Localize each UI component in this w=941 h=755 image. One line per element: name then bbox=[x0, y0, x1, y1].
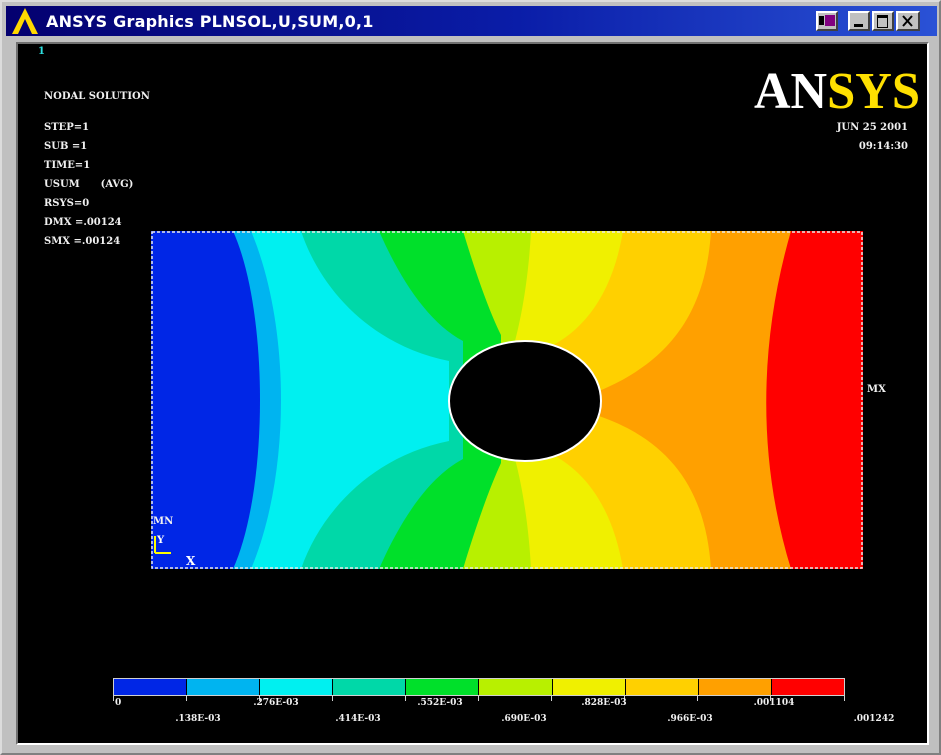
minimize-button[interactable] bbox=[848, 11, 870, 31]
legend-label-0138: .138E-03 bbox=[175, 714, 221, 724]
options-icon bbox=[819, 16, 824, 25]
legend-tick bbox=[259, 696, 260, 701]
window-number: 1 bbox=[38, 46, 45, 57]
legend-tick bbox=[186, 696, 187, 701]
min-marker-label: MN bbox=[153, 516, 174, 527]
legend-label-0828: .828E-03 bbox=[581, 698, 627, 708]
legend-tick bbox=[113, 696, 114, 701]
legend-label-0414: .414E-03 bbox=[335, 714, 381, 724]
plot-time: 09:14:30 bbox=[858, 141, 908, 152]
item-label: USUM (AVG) bbox=[44, 179, 134, 190]
maximize-button[interactable] bbox=[872, 11, 894, 31]
rsys-label: RSYS=0 bbox=[44, 198, 90, 209]
logo-part-an: AN bbox=[754, 63, 827, 114]
ansys-logo-icon bbox=[12, 8, 38, 34]
circular-hole bbox=[448, 340, 602, 462]
smx-label: SMX =.00124 bbox=[44, 236, 121, 247]
maximize-icon bbox=[877, 15, 888, 28]
legend-label-0552: .552E-03 bbox=[417, 698, 463, 708]
legend-tick bbox=[478, 696, 479, 701]
legend-color-10 bbox=[771, 679, 844, 695]
legend-label-0690: .690E-03 bbox=[501, 714, 547, 724]
plate-outline bbox=[151, 231, 863, 569]
legend-tick bbox=[405, 696, 406, 701]
max-marker-label: MX bbox=[867, 384, 886, 395]
dmx-label: DMX =.00124 bbox=[44, 217, 122, 228]
axis-y-label: Y bbox=[156, 535, 165, 546]
legend-tick bbox=[697, 696, 698, 701]
contour-legend-bar bbox=[113, 678, 845, 696]
legend-color-3 bbox=[260, 679, 334, 695]
legend-tick bbox=[624, 696, 625, 701]
minimize-icon bbox=[854, 24, 863, 27]
legend-tick bbox=[551, 696, 552, 701]
step-label: STEP=1 bbox=[44, 122, 90, 133]
legend-color-5 bbox=[406, 679, 480, 695]
legend-label-0276: .276E-03 bbox=[253, 698, 299, 708]
title-bar[interactable]: ANSYS Graphics PLNSOL,U,SUM,0,1 bbox=[6, 6, 937, 36]
time-label: TIME=1 bbox=[44, 160, 91, 171]
solution-type-label: NODAL SOLUTION bbox=[44, 91, 150, 102]
legend-label-0966: .966E-03 bbox=[667, 714, 713, 724]
legend-color-2 bbox=[187, 679, 261, 695]
legend-color-6 bbox=[479, 679, 553, 695]
legend-tick bbox=[844, 696, 845, 701]
legend-tick bbox=[770, 696, 771, 701]
logo-part-sys: SYS bbox=[827, 63, 920, 114]
legend-label-1104: .001104 bbox=[753, 698, 795, 708]
legend-label-1242: .001242 bbox=[853, 714, 895, 724]
window-options-button[interactable] bbox=[816, 11, 838, 31]
legend-label-0: 0 bbox=[115, 698, 122, 708]
window-title: ANSYS Graphics PLNSOL,U,SUM,0,1 bbox=[46, 12, 374, 31]
legend-color-8 bbox=[625, 679, 699, 695]
legend-color-9 bbox=[698, 679, 772, 695]
legend-color-1 bbox=[114, 679, 188, 695]
legend-tick bbox=[332, 696, 333, 701]
legend-color-4 bbox=[333, 679, 407, 695]
close-button[interactable] bbox=[896, 11, 920, 31]
contour-plot: Y bbox=[151, 231, 863, 569]
contour-band-1 bbox=[151, 231, 260, 569]
ansys-brand-logo: ANSYS bbox=[754, 63, 920, 114]
graphics-area[interactable]: 1 NODAL SOLUTION STEP=1 SUB =1 TIME=1 US… bbox=[16, 42, 929, 745]
axis-x-label: X bbox=[186, 554, 196, 568]
close-icon bbox=[902, 15, 913, 27]
svg-text:ANSYS: ANSYS bbox=[754, 63, 920, 114]
plot-date: JUN 25 2001 bbox=[836, 122, 908, 133]
legend-color-7 bbox=[552, 679, 626, 695]
sub-label: SUB =1 bbox=[44, 141, 88, 152]
